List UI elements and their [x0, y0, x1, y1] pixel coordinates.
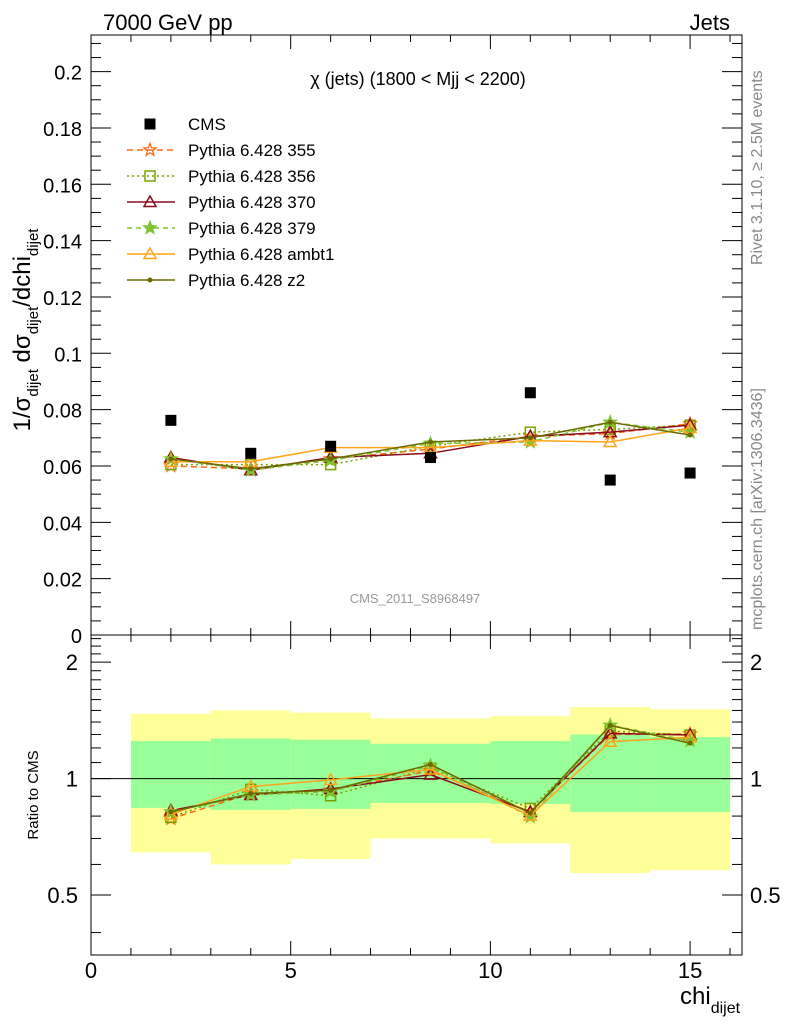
band-inner [570, 734, 651, 812]
legend-marker-pythia-6-428-355 [142, 141, 158, 157]
data-point-cms [424, 452, 436, 464]
y-tick-label: 0 [71, 626, 82, 648]
legend-marker-pythia-6-428-356 [144, 170, 156, 182]
series-point-pythia-6-428-z2 [607, 419, 613, 425]
legend-marker-pythia-6-428-370 [142, 194, 158, 208]
ratio-point-pythia-6-428-z2 [607, 722, 613, 728]
legend-label-pythia-6-428-355: Pythia 6.428 355 [188, 141, 316, 160]
series-point-pythia-6-428-ambt1 [243, 454, 259, 468]
ratio-point-pythia-6-428-ambt1 [423, 761, 438, 775]
ratio-point-pythia-6-428-z2 [527, 810, 533, 816]
x-tick-label: 5 [285, 958, 297, 983]
ratio-point-pythia-6-428-z2 [687, 740, 693, 746]
legend-label-pythia-6-428-370: Pythia 6.428 370 [188, 193, 316, 212]
y-tick-label: 0.16 [43, 175, 82, 197]
ratio-point-pythia-6-428-ambt1 [163, 807, 179, 820]
plot-title: χ (jets) (1800 < Mjj < 2200) [310, 69, 526, 89]
watermark: CMS_2011_S8968497 [350, 591, 481, 606]
ratio-point-pythia-6-428-z2 [427, 762, 433, 768]
legend: CMS Pythia 6.428 355 Pythia 6.428 356 Pythi… [127, 115, 334, 290]
header-left: 7000 GeV pp [103, 10, 233, 35]
y-tick-label: 0.02 [43, 570, 82, 592]
band-inner [650, 737, 731, 812]
ratio-point-pythia-6-428-ambt1 [523, 808, 538, 821]
ratio-point-pythia-6-428-ambt1 [323, 772, 338, 786]
x-tick-label: 0 [85, 958, 97, 983]
x-tick-label: 15 [678, 958, 702, 983]
legend-marker-pythia-6-428-z2 [147, 277, 153, 283]
ratio-point-pythia-6-428-z2 [248, 791, 254, 797]
ratio-y-tick-label: 2 [66, 650, 78, 675]
legend-label-pythia-6-428-ambt1: Pythia 6.428 ambt1 [188, 245, 334, 264]
band-inner [490, 741, 571, 804]
rivet-label: Rivet 3.1.10, ≥ 2.5M events [749, 70, 766, 265]
data-point-cms [245, 447, 257, 459]
header-right: Jets [690, 10, 730, 35]
ratio-point-pythia-6-428-z2 [168, 809, 174, 815]
ratio-y-tick-label-right: 2 [750, 650, 762, 675]
legend-marker-pythia-6-428-379 [142, 219, 158, 235]
series-point-pythia-6-428-z2 [427, 439, 433, 445]
ratio-plot-frame [90, 634, 743, 956]
x-axis-label-main: chi [680, 983, 711, 1010]
ratio-y-label: Ratio to CMS [25, 750, 42, 839]
ratio-y-tick-label: 1 [66, 767, 78, 792]
ratio-point-pythia-6-428-370 [602, 725, 618, 739]
legend-label-pythia-6-428-356: Pythia 6.428 356 [188, 167, 316, 186]
y-tick-label: 0.04 [43, 513, 82, 535]
y-tick-label: 0.14 [43, 232, 82, 254]
series-point-pythia-6-428-ambt1 [163, 454, 179, 468]
ratio-y-tick-label: 0.5 [47, 883, 78, 908]
series-point-pythia-6-428-ambt1 [602, 434, 618, 448]
series-point-pythia-6-428-z2 [168, 456, 174, 462]
legend-label-pythia-6-428-379: Pythia 6.428 379 [188, 219, 316, 238]
x-tick-label: 10 [478, 958, 502, 983]
y-tick-label: 0.06 [43, 457, 82, 479]
mcplots-label: mcplots.cern.ch [arXiv:1306.3436] [749, 388, 766, 630]
series-line-pythia-6-428-ambt1 [170, 427, 691, 463]
series-point-pythia-6-428-z2 [248, 466, 254, 472]
series-point-pythia-6-428-ambt1 [682, 420, 698, 434]
data-point-cms [325, 440, 337, 452]
ratio-y-tick-label-right: 1 [750, 767, 762, 792]
legend-marker-cms [144, 118, 156, 130]
data-point-cms [524, 387, 536, 399]
data-point-cms [684, 467, 696, 479]
legend-marker-pythia-6-428-ambt1 [142, 246, 158, 260]
x-axis-label: chidijet [680, 983, 741, 1017]
series-point-pythia-6-428-z2 [527, 435, 533, 441]
y-tick-label: 0.18 [43, 119, 82, 141]
ratio-line-pythia-6-428-ambt1 [170, 736, 691, 817]
y-tick-label: 0.1 [54, 344, 82, 366]
y-tick-label: 0.2 [54, 63, 82, 85]
ratio-y-tick-label-right: 0.5 [750, 883, 781, 908]
series-line-pythia-6-428-355 [170, 422, 691, 470]
ratio-point-pythia-6-428-ambt1 [602, 734, 618, 747]
y-tick-label: 0.12 [43, 288, 82, 310]
series-point-pythia-6-428-z2 [328, 456, 334, 462]
main-y-axis-label: 1/σdijet dσdijet/dchidijet [9, 228, 42, 432]
x-axis-label-sub: dijet [711, 1000, 741, 1017]
series-point-pythia-6-428-ambt1 [523, 433, 538, 446]
ratio-point-pythia-6-428-z2 [328, 787, 334, 793]
band-inner [130, 741, 211, 808]
legend-label-cms: CMS [188, 115, 226, 134]
series-point-pythia-6-428-z2 [687, 432, 693, 438]
y-tick-label: 0.08 [43, 401, 82, 423]
data-point-cms [604, 474, 616, 486]
data-point-cms [165, 414, 177, 426]
legend-label-pythia-6-428-z2: Pythia 6.428 z2 [188, 271, 305, 290]
